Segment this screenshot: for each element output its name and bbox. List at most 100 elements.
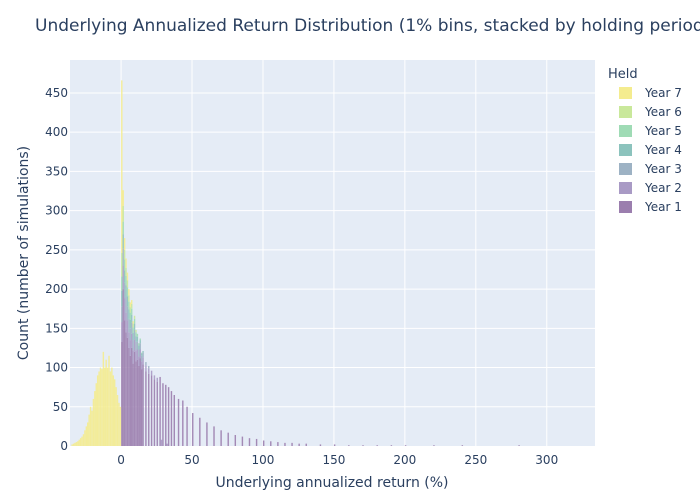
bar (262, 440, 265, 446)
bar (91, 410, 93, 446)
bar (138, 349, 140, 357)
y-tick-label: 50 (53, 400, 68, 414)
bar (291, 442, 293, 446)
bar (305, 443, 307, 446)
bar (148, 365, 150, 369)
bar (131, 314, 133, 323)
bar (270, 441, 272, 446)
bar (376, 445, 378, 446)
bars-layer (71, 80, 520, 446)
bar (84, 430, 86, 446)
y-tick-label: 450 (45, 86, 68, 100)
bar (129, 355, 132, 446)
bar (125, 267, 127, 276)
bar (138, 365, 140, 446)
bar (145, 371, 147, 446)
bar (132, 323, 134, 328)
bar (135, 350, 137, 362)
bar (133, 351, 136, 446)
x-tick-label: 100 (252, 453, 275, 467)
bar (170, 391, 173, 446)
bar (89, 406, 92, 446)
bar (133, 323, 136, 330)
bar (125, 332, 127, 446)
bar (128, 295, 130, 302)
bar (140, 361, 143, 370)
x-tick-label: 150 (322, 453, 345, 467)
bar (433, 445, 435, 446)
bar (136, 333, 139, 337)
bar (213, 426, 215, 446)
bar (122, 205, 124, 222)
bar (131, 322, 133, 334)
x-tick-label: 250 (464, 453, 487, 467)
y-tick-label: 200 (45, 282, 68, 296)
bar (125, 312, 127, 333)
bar (82, 434, 85, 446)
bar (142, 352, 144, 358)
bar (111, 367, 113, 446)
bar (81, 436, 83, 446)
bar (112, 375, 114, 446)
bar (128, 289, 130, 296)
y-tick-label: 400 (45, 125, 68, 139)
bar (131, 308, 133, 315)
bar (177, 398, 180, 446)
bar (122, 248, 124, 266)
bar (284, 442, 286, 446)
bar (136, 341, 139, 350)
legend-swatch (619, 106, 632, 118)
x-tick-label: 0 (117, 453, 125, 467)
x-tick-label: 200 (393, 453, 416, 467)
chart-title: Underlying Annualized Return Distributio… (35, 16, 700, 36)
bar (133, 339, 136, 352)
bar (136, 359, 139, 446)
bar (126, 296, 129, 307)
bar (126, 306, 129, 321)
legend-label: Year 1 (644, 200, 682, 214)
bar (140, 352, 143, 354)
bar (518, 445, 520, 446)
x-tick-label: 300 (535, 453, 558, 467)
bar (121, 322, 123, 342)
legend-label: Year 7 (644, 86, 682, 100)
bar (138, 356, 140, 366)
bar (132, 340, 134, 351)
bar (108, 355, 110, 446)
bar (101, 369, 103, 446)
legend-label: Year 2 (644, 181, 682, 195)
bar (153, 379, 156, 446)
legend-swatch (619, 201, 632, 213)
bar (123, 249, 126, 260)
bar (123, 270, 126, 283)
bar (122, 289, 124, 446)
bar (125, 296, 127, 313)
bar (128, 347, 130, 446)
bar (298, 443, 300, 446)
legend-title: Held (608, 67, 638, 82)
bar (139, 349, 141, 359)
bar (255, 438, 258, 446)
bar (461, 445, 464, 446)
bar (74, 442, 76, 446)
bar (87, 422, 89, 446)
y-tick-label: 0 (60, 439, 68, 453)
y-tick-label: 150 (45, 321, 68, 335)
bar (121, 276, 123, 291)
bar (78, 439, 80, 446)
bar (136, 349, 139, 360)
bar (133, 329, 136, 340)
bar (248, 438, 251, 446)
bar (125, 285, 127, 297)
bar (133, 318, 136, 324)
bar (139, 340, 141, 344)
bar (333, 444, 336, 446)
bar (132, 333, 134, 341)
bar (99, 367, 102, 446)
bar (75, 442, 78, 446)
bar (206, 422, 208, 446)
bar (148, 373, 150, 446)
bar (126, 287, 129, 297)
bar (129, 319, 132, 329)
